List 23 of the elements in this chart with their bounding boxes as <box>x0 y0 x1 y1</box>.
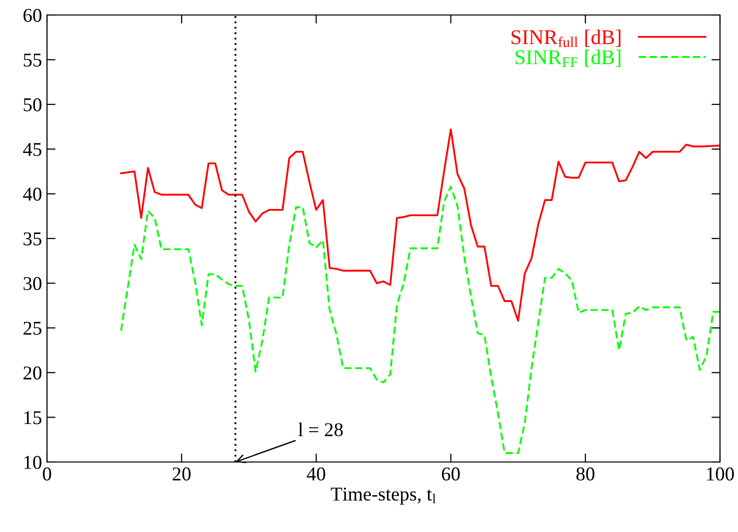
x-tick-label: 20 <box>172 467 191 481</box>
y-tick-label: 40 <box>23 188 42 201</box>
x-tick-label: 0 <box>42 467 52 481</box>
y-tick-label: 50 <box>24 98 42 112</box>
y-tick-label: 35 <box>24 232 42 246</box>
y-tick-label: 15 <box>24 411 42 424</box>
x-tick-label: 40 <box>306 467 326 481</box>
x-tick-label: 60 <box>442 467 460 481</box>
legend-label: SINR$_{full}$ [dB] <box>512 30 620 48</box>
line-series <box>120 186 720 454</box>
annotation: l = 28 <box>298 422 343 436</box>
y-tick-label: 45 <box>23 143 42 156</box>
x-tick-label: 80 <box>576 467 594 481</box>
y-tick-label: 25 <box>24 322 42 335</box>
legend-label: SINR$_{FF}$ [dB] <box>516 50 620 67</box>
y-tick-label: 60 <box>24 8 42 22</box>
x-axis-title: Time-steps, t$_{l}$ <box>330 488 436 505</box>
y-tick-label: 30 <box>24 277 42 290</box>
y-tick-label: 20 <box>24 366 42 380</box>
line-series <box>120 128 720 322</box>
y-tick-label: 55 <box>24 54 42 67</box>
x-tick-label: 100 <box>707 467 734 481</box>
y-tick-label: 10 <box>24 456 42 469</box>
